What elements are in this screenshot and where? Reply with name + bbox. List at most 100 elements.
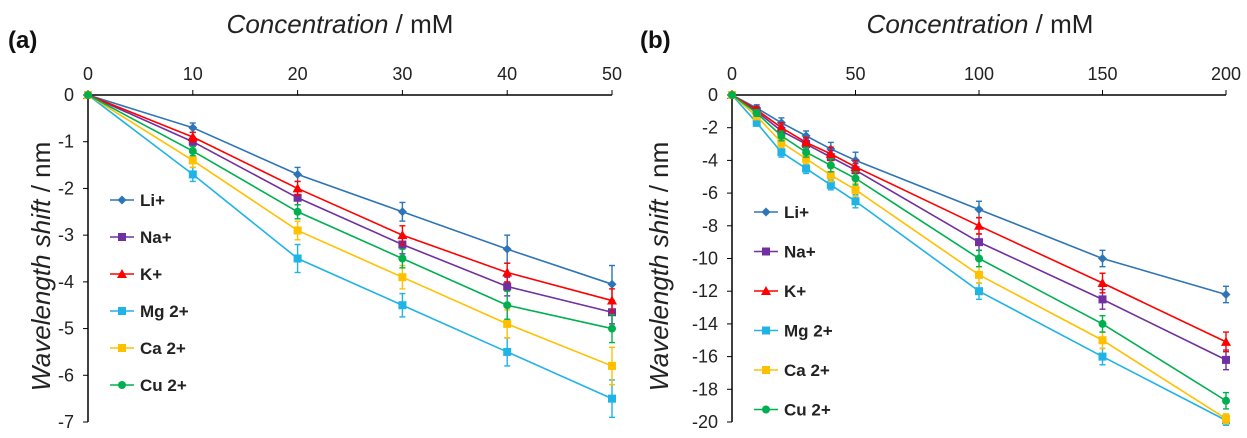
marker-na- (762, 247, 770, 256)
marker-k- (502, 267, 513, 277)
series-cu-2- (728, 91, 1230, 410)
x-tick-label: 10 (183, 64, 203, 84)
y-axis-title: Wavelength shift / nm (26, 142, 56, 392)
marker-k- (974, 220, 984, 230)
legend-label: Cu 2+ (784, 401, 831, 420)
y-axis-title-unit: / nm (26, 142, 56, 200)
y-tick-label: -4 (58, 272, 74, 292)
y-axis-title-italic: Wavelength shift (644, 198, 674, 392)
legend-label: Li+ (140, 191, 165, 210)
y-tick-label: -7 (58, 412, 74, 432)
x-tick-label: 100 (964, 64, 994, 84)
marker-cu-2- (503, 301, 512, 310)
legend: Li+ Na+ K+ Mg 2+ Ca 2+ Cu 2+ (110, 191, 189, 395)
x-axis-title: Concentration / mM (227, 9, 454, 39)
x-tick-label: 20 (288, 64, 308, 84)
marker-mg-2- (777, 148, 786, 157)
marker-ca-2- (1098, 336, 1107, 345)
legend-label: Na+ (140, 228, 172, 247)
marker-k- (187, 132, 198, 142)
legend-item-na-: Na+ (110, 228, 172, 247)
marker-na- (293, 193, 302, 202)
marker-li- (761, 207, 771, 217)
y-tick-label: -18 (692, 379, 718, 399)
marker-ca-2- (398, 273, 407, 282)
x-tick-label: 0 (83, 64, 93, 84)
legend-item-li-: Li+ (754, 203, 809, 222)
panel-label: (b) (640, 27, 671, 54)
legend-label: K+ (140, 265, 162, 284)
series-line-mg-2- (87, 94, 613, 400)
chart-panel-a: (a) Concentration / mM Wavelength shift / … (8, 9, 622, 432)
y-tick-label: -1 (58, 132, 74, 152)
marker-cu-2- (84, 91, 92, 99)
legend-label: Mg 2+ (140, 302, 189, 321)
legend-item-na-: Na+ (754, 243, 816, 262)
marker-na- (118, 233, 126, 241)
marker-cu-2- (826, 161, 835, 170)
legend-label: Ca 2+ (784, 361, 830, 380)
marker-mg-2- (118, 307, 126, 315)
marker-mg-2- (398, 301, 407, 310)
y-tick-label: 0 (708, 85, 718, 105)
x-axis-title-italic: Concentration (867, 9, 1029, 39)
x-tick-label: 200 (1211, 64, 1241, 84)
series-line-na- (87, 94, 613, 313)
legend-item-cu-2-: Cu 2+ (754, 401, 831, 420)
legend-label: Na+ (784, 243, 816, 262)
marker-cu-2- (728, 91, 736, 99)
marker-ca-2- (503, 319, 512, 328)
series-line-ca-2- (87, 94, 613, 367)
marker-ca-2- (118, 344, 126, 352)
series-line-li- (87, 94, 613, 285)
series-line-k- (87, 94, 613, 302)
marker-li- (397, 207, 407, 217)
x-axis-title: Concentration / mM (867, 9, 1094, 39)
marker-na- (975, 238, 983, 247)
marker-cu-2- (802, 148, 811, 157)
marker-k- (397, 230, 408, 240)
marker-ca-2- (1222, 414, 1230, 423)
marker-cu-2- (608, 324, 616, 333)
marker-cu-2- (752, 108, 761, 117)
marker-li- (607, 279, 617, 289)
legend-item-k-: K+ (110, 265, 162, 284)
y-tick-label: -6 (702, 183, 718, 203)
y-axis-title-unit: / nm (644, 142, 674, 200)
y-tick-label: -2 (58, 178, 74, 198)
marker-na- (1222, 355, 1230, 364)
series-cu-2- (84, 91, 616, 344)
legend-item-li-: Li+ (110, 191, 165, 210)
x-axis-title-italic: Concentration (227, 9, 389, 39)
marker-mg-2- (752, 118, 761, 127)
legend-label: K+ (784, 282, 806, 301)
marker-li- (188, 123, 198, 133)
x-axis-title-unit: / mM (1028, 9, 1093, 39)
marker-k- (1097, 278, 1108, 288)
marker-ca-2- (293, 226, 302, 235)
x-tick-label: 0 (727, 64, 737, 84)
marker-li- (1221, 289, 1231, 299)
x-tick-label: 40 (497, 64, 517, 84)
y-tick-label: -10 (692, 249, 718, 269)
y-tick-label: 0 (64, 85, 74, 105)
y-tick-label: -20 (692, 412, 718, 432)
legend-item-mg-2-: Mg 2+ (110, 302, 189, 321)
legend-item-k-: K+ (754, 282, 806, 301)
y-tick-label: -2 (702, 118, 718, 138)
y-tick-label: -14 (692, 314, 718, 334)
x-tick-label: 50 (845, 64, 865, 84)
marker-cu-2- (1222, 396, 1230, 405)
marker-li- (293, 169, 303, 179)
x-tick-label: 150 (1087, 64, 1117, 84)
marker-k- (801, 137, 812, 147)
legend-item-mg-2-: Mg 2+ (754, 322, 833, 341)
y-tick-label: -5 (58, 319, 74, 339)
marker-ca-2- (777, 138, 786, 147)
marker-ca-2- (188, 156, 197, 165)
marker-na- (503, 282, 512, 291)
marker-mg-2- (293, 254, 302, 263)
marker-cu-2- (762, 405, 770, 414)
marker-mg-2- (851, 197, 860, 206)
legend-label: Ca 2+ (140, 339, 186, 358)
